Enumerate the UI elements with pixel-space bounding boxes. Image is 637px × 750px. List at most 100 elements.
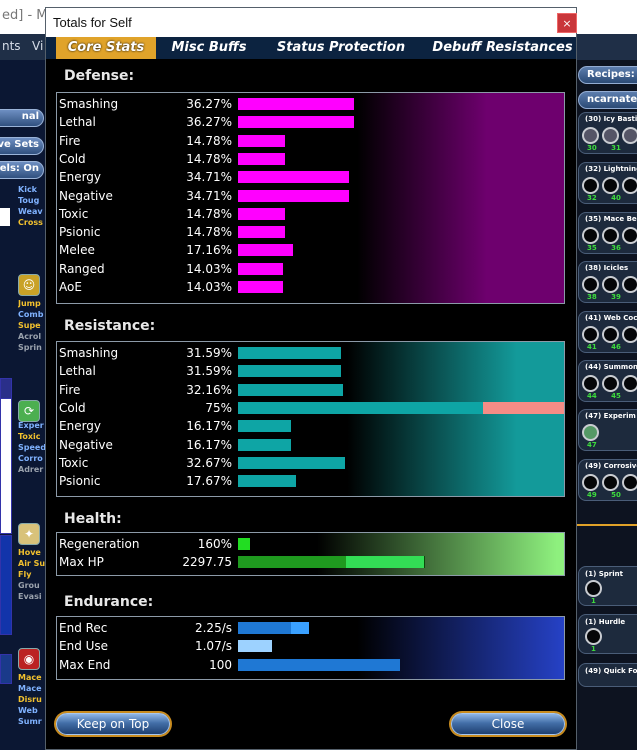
stat-label: Negative [59, 437, 113, 452]
defense-bar [238, 98, 355, 110]
inherent-power-slot[interactable]: (1) Sprint 1 [578, 566, 637, 606]
left-pill-button[interactable]: ve Sets [0, 137, 44, 155]
stat-label: Lethal [59, 115, 96, 130]
left-input-stub[interactable] [0, 208, 10, 226]
recipes-toggle-button[interactable]: Recipes: O [578, 66, 637, 84]
defense-bar [238, 116, 355, 129]
stat-row: Psionic 17.67% [57, 472, 564, 490]
menu-item[interactable]: Vi [32, 39, 44, 53]
stat-row: Toxic 32.67% [57, 454, 564, 472]
stat-row: Toxic 14.78% [57, 205, 564, 223]
stat-row: Cold 14.78% [57, 150, 564, 168]
stat-value: 14.78% [186, 225, 232, 240]
stat-label: Ranged [59, 261, 105, 276]
stat-row: Fire 32.16% [57, 381, 564, 399]
stat-label: AoE [59, 280, 82, 294]
defense-bar [238, 226, 286, 239]
menu-item[interactable]: nts [2, 39, 21, 53]
left-panel-box [0, 535, 12, 635]
left-pill-button[interactable]: els: On [0, 161, 44, 179]
stat-label: Energy [59, 170, 102, 185]
stat-value: 14.03% [186, 280, 232, 294]
regeneration-bar [238, 538, 250, 550]
stat-row: Smashing 31.59% [57, 344, 564, 362]
defense-panel: Smashing 36.27% Lethal 36.27% Fire 14.78% Cold… [56, 92, 565, 304]
resistance-title: Resistance: [64, 318, 156, 334]
left-power-list: Kick Toug Weav Cross [18, 185, 43, 227]
power-set-icon[interactable]: ☺ [18, 274, 40, 296]
close-button[interactable]: Close [451, 713, 565, 735]
stat-value: 36.27% [186, 115, 232, 130]
stat-row: End Rec 2.25/s [57, 619, 564, 637]
tab-core-stats[interactable]: Core Stats [56, 37, 156, 59]
stat-value: 32.67% [186, 455, 232, 470]
power-set-icon[interactable]: ◉ [18, 648, 40, 670]
left-power-list: Hove Air Su Fly Grou Evasi [18, 548, 46, 601]
resistance-cap-bar [483, 401, 564, 414]
inherent-power-slot[interactable]: (49) Quick For [578, 663, 637, 687]
stat-row: Psionic 14.78% [57, 223, 564, 241]
power-slot[interactable]: (41) Web Coco 41 46 [578, 311, 637, 353]
defense-bar [238, 134, 286, 147]
stat-row: Fire 14.78% [57, 132, 564, 150]
power-slot[interactable]: (44) Summon 44 45 [578, 360, 637, 402]
endurance-bar [238, 622, 292, 634]
power-slot[interactable]: (38) Icicles 38 39 [578, 261, 637, 303]
stat-value: 14.78% [186, 151, 232, 166]
power-slot[interactable]: (32) Lightning 32 40 [578, 162, 637, 204]
keep-on-top-button[interactable]: Keep on Top [56, 713, 170, 735]
inherent-power-slot[interactable]: (1) Hurdle 1 [578, 614, 637, 654]
defense-bar [238, 281, 283, 293]
health-panel: Regeneration 160% Max HP 2297.75 [56, 532, 565, 576]
incarnate-powers-button[interactable]: ncarnate Po [578, 91, 637, 109]
defense-bar [238, 189, 350, 202]
left-power-list: Jump Comb Supe Acrol Sprin [18, 299, 44, 352]
power-slot[interactable]: (35) Mace Bea 35 36 [578, 212, 637, 254]
defense-bar [238, 171, 350, 184]
stat-row: Energy 34.71% [57, 168, 564, 186]
stat-value: 14.03% [186, 261, 232, 276]
resistance-bar [238, 365, 342, 378]
stat-label: Cold [59, 400, 86, 415]
stat-value: 34.71% [186, 188, 232, 203]
resistance-panel: Smashing 31.59% Lethal 31.59% Fire 32.16% Cold… [56, 341, 565, 497]
power-slot[interactable]: (47) Experim 47 [578, 409, 637, 451]
resistance-bar [238, 475, 296, 488]
left-pill-button[interactable]: nal [0, 109, 44, 127]
left-panel-box [0, 398, 12, 534]
defense-title: Defense: [64, 68, 135, 84]
stat-row: Ranged 14.03% [57, 260, 564, 278]
stat-value: 100 [209, 657, 232, 672]
defense-bar [238, 207, 286, 220]
stat-label: Regeneration [59, 537, 140, 551]
power-set-icon[interactable]: ✦ [18, 523, 40, 545]
stat-label: Smashing [59, 97, 119, 111]
stat-row: Melee 17.16% [57, 241, 564, 259]
tab-bar: Core Stats Misc Buffs Status Protection … [46, 37, 576, 59]
stat-label: Max End [59, 657, 111, 672]
stat-label: End Use [59, 639, 109, 654]
tab-status-protection[interactable]: Status Protection [276, 40, 406, 55]
totals-window: Totals for Self × Core Stats Misc Buffs … [45, 7, 577, 750]
stat-value: 2297.75 [182, 555, 232, 569]
stat-value: 16.17% [186, 437, 232, 452]
stat-row: AoE 14.03% [57, 278, 564, 296]
stat-label: Fire [59, 382, 81, 397]
tab-misc-buffs[interactable]: Misc Buffs [171, 40, 247, 55]
window-title: Totals for Self [46, 8, 576, 37]
stat-value: 17.67% [186, 474, 232, 489]
stat-value: 36.27% [186, 97, 232, 111]
max-hp-base-bar [238, 556, 347, 568]
stat-row: Negative 16.17% [57, 436, 564, 454]
stat-label: End Rec [59, 621, 108, 635]
tab-debuff-resistances[interactable]: Debuff Resistances [432, 40, 573, 55]
stat-value: 160% [197, 537, 232, 551]
stat-value: 32.16% [186, 382, 232, 397]
window-close-icon[interactable]: × [557, 13, 577, 33]
resistance-bar [238, 420, 291, 433]
power-slot[interactable]: (30) Icy Bastio 30 31 [578, 112, 637, 154]
stat-row: Lethal 31.59% [57, 362, 564, 380]
stat-label: Cold [59, 151, 86, 166]
power-slot[interactable]: (49) Corrosive 49 50 [578, 459, 637, 501]
power-set-icon[interactable]: ⟳ [18, 400, 40, 422]
